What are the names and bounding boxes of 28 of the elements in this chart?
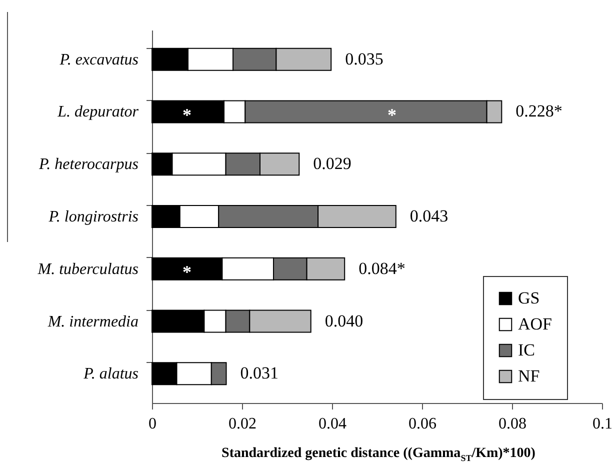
annotation: * xyxy=(388,105,396,125)
y-tick-label: P. heterocarpus xyxy=(38,156,138,174)
annotation: 0.228* xyxy=(516,102,562,121)
x-tick-label: 0 xyxy=(148,416,156,432)
x-tick-label: 0.02 xyxy=(228,416,256,432)
legend-label: IC xyxy=(518,340,535,360)
annotation: 0.084* xyxy=(358,258,406,278)
x-tick-label: 0.1 xyxy=(592,416,612,432)
x-axis-title: Standardized genetic distance ((Gamma$_{ST}$/Km)*100) xyxy=(220,446,536,463)
y-tick-label: P. longirostris xyxy=(48,208,138,226)
legend-label: AOF xyxy=(518,314,552,334)
annotation: 0.031 xyxy=(240,364,278,383)
y-tick-label: M. intermedia xyxy=(46,313,138,330)
annotation: 0.043 xyxy=(410,206,448,226)
y-tick-label: P. excavatus xyxy=(58,51,138,68)
x-tick-label: 0.04 xyxy=(318,416,346,432)
legend-label: NF xyxy=(518,366,540,386)
annotation: 0.029 xyxy=(313,154,352,174)
x-tick-label: 0.08 xyxy=(498,416,526,432)
y-tick-label: M. tuberculatus xyxy=(36,260,138,278)
annotation: * xyxy=(182,262,192,282)
annotation: 0.040 xyxy=(324,311,364,330)
annotation: * xyxy=(182,105,192,125)
y-tick-label: P. alatus xyxy=(82,366,138,383)
x-tick-label: 0.06 xyxy=(408,416,436,432)
legend-label: GS xyxy=(518,288,540,308)
y-tick-label: L. depurator xyxy=(56,104,140,121)
annotation: 0.035 xyxy=(345,49,384,68)
